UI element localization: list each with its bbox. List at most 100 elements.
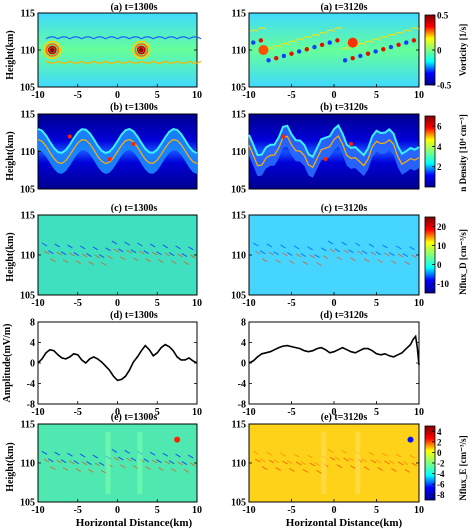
colorbar-tick-label: 2 <box>437 437 442 447</box>
colorbar-label-nflux-d: Nflux_D [cm⁻³/s] <box>458 229 468 295</box>
y-tick-label: 110 <box>232 46 246 57</box>
colorbar-tick-label: 4 <box>437 427 442 437</box>
y-tick-label: 115 <box>21 9 35 20</box>
panel-frame <box>248 321 420 405</box>
panel-title-c-right: (c) t=3120s <box>321 203 368 214</box>
x-tick-label: -5 <box>74 505 82 516</box>
y-tick-label: 0 <box>30 359 35 370</box>
colorbar-label-vorticity: Vorticity [1/s] <box>458 24 468 76</box>
y-tick-label: 115 <box>21 420 35 431</box>
panel-7 <box>248 321 420 405</box>
y-tick-label: 105 <box>231 83 246 94</box>
y-tick-label: 8 <box>30 318 35 329</box>
x-tick-label: 10 <box>414 298 424 309</box>
heatmap-texture <box>252 240 417 266</box>
x-axis-label-left: Horizontal Distance(km) <box>76 517 193 529</box>
colorbar-label-density: n Density [10⁴ cm⁻³] <box>458 114 468 191</box>
x-axis-label-right: Horizontal Distance(km) <box>286 517 403 529</box>
panel-title-e-right: (e) t=3120s <box>321 412 368 423</box>
colorbar-tick-label: 10 <box>437 241 447 251</box>
x-tick-label: 5 <box>155 90 160 101</box>
x-tick-label: 5 <box>374 505 379 516</box>
x-tick-label: 0 <box>332 505 337 516</box>
panel-title-a-right: (a) t=3120s <box>320 2 367 13</box>
y-tick-label: 105 <box>20 498 35 509</box>
y-tick-label: 115 <box>232 9 246 20</box>
y-axis-label-row1: Height(km) <box>5 30 16 79</box>
heatmap-texture <box>41 431 196 495</box>
x-tick-label: -10 <box>242 90 255 101</box>
y-tick-label: 110 <box>21 147 35 158</box>
heatmap-field <box>38 424 197 502</box>
y-axis-label-row3: Height(km) <box>5 232 16 281</box>
panel-title-a-left: (a) t=1300s <box>110 2 157 13</box>
x-tick-label: -10 <box>31 90 44 101</box>
x-tick-label: -5 <box>287 505 295 516</box>
heatmap-field <box>249 215 419 295</box>
y-tick-label: 8 <box>241 318 246 329</box>
x-tick-label: 10 <box>192 298 202 309</box>
y-axis-label-row4: Amplitude(mV/m) <box>2 324 13 403</box>
colorbar-tick-label: -8 <box>437 490 445 500</box>
panel-title-e-left: (e) t=1300s <box>111 412 158 423</box>
colorbar-tick-label: 0 <box>437 260 442 270</box>
colorbar <box>424 115 436 188</box>
panel-title-d-right: (d) t=3120s <box>320 310 368 321</box>
y-tick-label: 105 <box>20 291 35 302</box>
x-tick-label: -5 <box>74 90 82 101</box>
y-tick-label: 115 <box>232 211 246 222</box>
x-tick-label: -10 <box>242 407 255 418</box>
x-tick-label: 0 <box>115 407 120 418</box>
colorbar-tick-label: -10 <box>437 279 449 289</box>
y-tick-label: 110 <box>21 251 35 262</box>
y-tick-label: 105 <box>20 83 35 94</box>
x-tick-label: 5 <box>155 298 160 309</box>
heatmap-field <box>249 424 419 502</box>
panel-6 <box>37 321 198 405</box>
heatmap-texture <box>249 27 420 63</box>
x-tick-label: -5 <box>287 90 295 101</box>
panel-4 <box>37 214 198 296</box>
y-axis-label-row2: Height(km) <box>5 131 16 180</box>
x-tick-label: 0 <box>115 298 120 309</box>
x-tick-label: 5 <box>155 407 160 418</box>
colorbar-tick-label: -0.5 <box>437 81 452 91</box>
x-tick-label: 10 <box>414 505 424 516</box>
heatmap-field <box>249 13 419 87</box>
heatmap-texture <box>43 36 202 64</box>
y-axis-label-row5: Height(km) <box>5 442 16 491</box>
y-tick-label: 0 <box>241 359 246 370</box>
x-tick-label: -5 <box>287 407 295 418</box>
y-tick-label: 105 <box>231 185 246 196</box>
colorbar-tick-label: 2 <box>437 162 442 172</box>
panel-title-d-left: (d) t=1300s <box>110 310 158 321</box>
heatmap-field <box>38 13 197 87</box>
x-tick-label: 0 <box>332 407 337 418</box>
x-tick-label: 0 <box>115 90 120 101</box>
y-tick-label: -4 <box>27 379 35 390</box>
x-tick-label: -10 <box>31 407 44 418</box>
heatmap-texture <box>41 240 196 266</box>
x-tick-label: -5 <box>287 298 295 309</box>
y-tick-label: 110 <box>21 459 35 470</box>
amplitude-line <box>248 334 420 366</box>
panel-8 <box>37 423 198 503</box>
x-tick-label: -10 <box>31 298 44 309</box>
amplitude-line <box>37 343 198 382</box>
colorbar-tick-label: -6 <box>437 480 445 490</box>
y-tick-label: 110 <box>232 251 246 262</box>
panel-title-c-left: (c) t=1300s <box>111 203 158 214</box>
y-tick-label: 110 <box>21 46 35 57</box>
colorbar-tick-label: 4 <box>437 142 442 152</box>
y-tick-label: 4 <box>241 338 246 349</box>
y-tick-label: 105 <box>20 185 35 196</box>
x-tick-label: -10 <box>242 298 255 309</box>
y-tick-label: 105 <box>231 291 246 302</box>
panel-0 <box>37 12 198 88</box>
x-tick-label: -10 <box>242 505 255 516</box>
panel-5 <box>248 214 420 296</box>
x-tick-label: 0 <box>115 505 120 516</box>
y-tick-label: -4 <box>238 379 246 390</box>
y-tick-label: -8 <box>27 400 35 411</box>
